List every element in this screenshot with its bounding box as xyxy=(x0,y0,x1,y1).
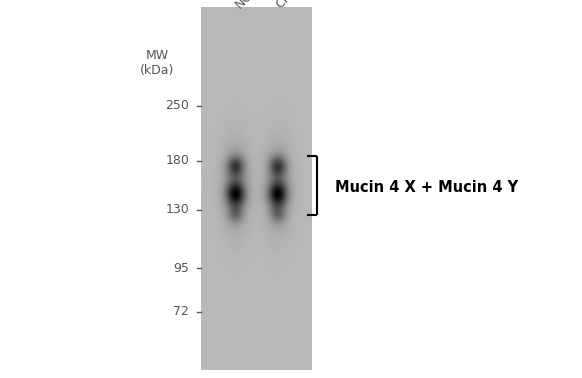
Text: 180: 180 xyxy=(165,154,189,167)
Text: CFPAC-1: CFPAC-1 xyxy=(273,0,319,11)
Text: MW
(kDa): MW (kDa) xyxy=(140,49,175,77)
Text: 95: 95 xyxy=(173,262,189,275)
Text: Mucin 4 X + Mucin 4 Y: Mucin 4 X + Mucin 4 Y xyxy=(335,180,518,195)
Text: 250: 250 xyxy=(165,99,189,112)
Text: 72: 72 xyxy=(173,305,189,318)
Text: 130: 130 xyxy=(165,203,189,216)
Text: NCI-H441: NCI-H441 xyxy=(232,0,283,11)
